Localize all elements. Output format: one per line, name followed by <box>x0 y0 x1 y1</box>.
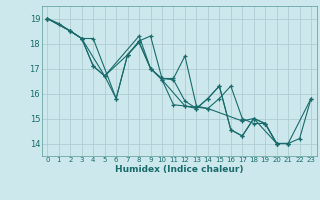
X-axis label: Humidex (Indice chaleur): Humidex (Indice chaleur) <box>115 165 244 174</box>
